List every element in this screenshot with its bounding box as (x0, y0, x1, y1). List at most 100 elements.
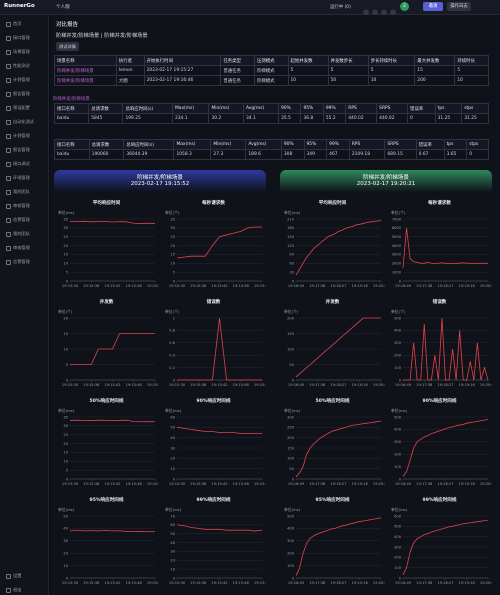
header-cell: 错误率 (407, 103, 436, 114)
cell: 34.1 (242, 113, 280, 124)
cell: 2023-02-17 19:16:46 (143, 75, 222, 86)
header-cell: Min(ms) (208, 103, 244, 114)
x-tick-label: 19:16:49 (395, 482, 412, 486)
cell: 5 (367, 65, 416, 76)
header-cell: 接口名称 (53, 103, 90, 114)
nav-item[interactable]: 接口调试 (6, 161, 30, 167)
y-tick-label: 150 (287, 446, 295, 450)
header-cell: 99% (326, 139, 350, 150)
y-axis-label: 单位(个) (391, 210, 406, 215)
y-tick-label: 0 (66, 576, 69, 580)
y-tick-label: 180 (287, 226, 295, 230)
cell: 阶梯模式 (253, 75, 289, 86)
nav-item[interactable]: 我的团队 (6, 231, 30, 237)
x-tick-label: 19:19:16 (459, 482, 476, 486)
y-tick-label: 0 (399, 279, 402, 283)
x-tick-label: 19:20:05 (373, 482, 385, 486)
y-tick-label: 0 (399, 576, 402, 580)
cell: 189.6 (245, 149, 282, 160)
y-tick-label: 40 (170, 541, 175, 545)
y-tick-label: 10 (170, 262, 175, 266)
chart-title: 错误数 (433, 298, 447, 305)
workspace[interactable]: 个人版 (56, 4, 70, 10)
x-tick-label: 19:15:30 (169, 482, 186, 486)
nav-item[interactable]: 性能测试 (6, 63, 30, 69)
nav-item[interactable]: 计划管理 (6, 133, 30, 139)
running[interactable]: 运行中 (0) (330, 4, 351, 10)
y-tick-label: 0.6 (169, 341, 175, 345)
y-tick-label: 0 (399, 477, 402, 481)
x-tick-label: 19:15:42 (211, 284, 227, 288)
y-tick-label: 40 (170, 436, 175, 440)
x-tick-label: 19:16:49 (288, 581, 305, 585)
chart-title: 90%响应时间线 (423, 397, 457, 404)
y-tick-label: 400 (394, 428, 402, 432)
y-tick-label: 500 (394, 316, 402, 320)
nav-item[interactable]: 告警管理 (6, 217, 30, 223)
nav-item[interactable]: 环境管理 (6, 175, 30, 181)
chart-title: 50%响应时间线 (316, 397, 350, 404)
x-tick-label: 19:16:49 (395, 284, 412, 288)
nav-item[interactable]: 审核管理 (6, 203, 30, 209)
x-tick-label: 19:17:38 (416, 383, 433, 387)
invite-button[interactable]: 邀请 (423, 2, 443, 11)
chart-title: 90%响应时间线 (197, 397, 231, 404)
nav-item[interactable]: 告警管理 (6, 259, 30, 265)
x-tick-label: 19:15:42 (211, 383, 227, 387)
nav-item[interactable]: 退出 (6, 587, 21, 593)
nav-item[interactable]: 报告管理 (6, 91, 30, 97)
y-tick-label: 100 (287, 564, 295, 568)
x-tick-label: 19:15:30 (169, 581, 186, 585)
nav-item[interactable]: 设置 (6, 573, 21, 579)
detail-button[interactable]: 测试详情 (56, 42, 79, 51)
nav-item[interactable]: 报告管理 (6, 147, 30, 153)
y-tick-label: 50 (170, 532, 175, 536)
y-tick-label: 100 (287, 347, 295, 351)
x-tick-label: 19:17:38 (309, 383, 326, 387)
chart-title: 每秒请求数 (428, 199, 451, 206)
y-tick-label: 0.4 (169, 354, 175, 358)
nav-item[interactable]: 预设配置 (6, 105, 30, 111)
cell: 阶梯并发/阶梯场景 (54, 65, 117, 76)
nav-item[interactable]: 我的团队 (6, 189, 30, 195)
y-tick-label: 35 (170, 217, 175, 221)
x-tick-label: 19:15:54 (147, 581, 159, 585)
series-line (70, 333, 155, 365)
series-line (295, 420, 382, 478)
breadcrumb: 阶梯并发/阶梯场景 | 阶梯并发/阶梯场景 (56, 33, 148, 39)
nav-item[interactable]: 自动化测试 (6, 119, 34, 125)
y-tick-label: 5 (173, 270, 175, 274)
y-tick-label: 0 (66, 279, 69, 283)
header-cell: 总响应时间(s) (122, 103, 173, 114)
nav-item[interactable]: 接口管理 (6, 35, 30, 41)
x-tick-label: 19:18:27 (330, 482, 346, 486)
x-tick-label: 19:15:54 (254, 383, 266, 387)
y-tick-label: 300 (287, 539, 295, 543)
header-cell: SRPS (376, 103, 409, 114)
x-tick-label: 19:15:48 (126, 284, 143, 288)
y-tick-label: 1000 (392, 270, 402, 274)
y-tick-label: 10 (170, 467, 175, 471)
x-tick-label: 19:19:16 (459, 581, 476, 585)
nav-item[interactable]: 首页 (6, 21, 21, 27)
nav-item[interactable]: 计划管理 (6, 77, 30, 83)
chart-title: 50%响应时间线 (90, 397, 124, 404)
series-line (177, 317, 262, 381)
log-button[interactable]: 操作日志 (447, 2, 471, 11)
nav-item[interactable]: 审核管理 (6, 245, 30, 251)
x-tick-label: 19:15:54 (147, 482, 159, 486)
y-tick-label: 500 (394, 525, 402, 529)
x-tick-label: 19:15:36 (190, 284, 207, 288)
header-cell: Max(ms) (173, 139, 212, 150)
nav-item[interactable]: 场景管理 (6, 49, 30, 55)
chart-title: 每秒请求数 (202, 199, 225, 206)
cell: 阶梯并发/阶梯场景 (54, 75, 117, 86)
y-tick-label: 5000 (392, 235, 402, 239)
avatar[interactable]: 2 (400, 2, 409, 11)
